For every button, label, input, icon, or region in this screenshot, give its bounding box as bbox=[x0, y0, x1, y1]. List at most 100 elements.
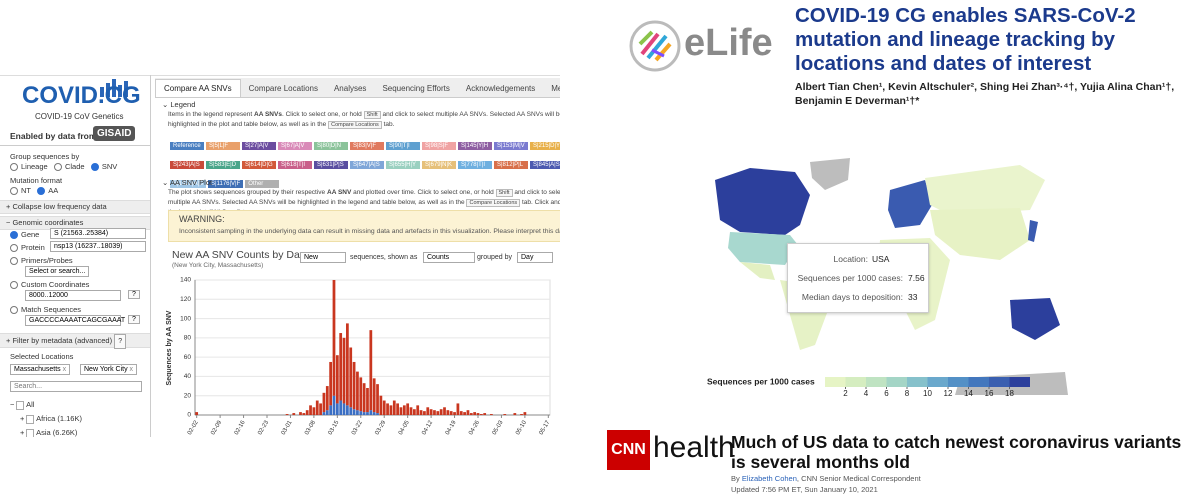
tab[interactable]: Compare AA SNVs bbox=[155, 79, 241, 97]
legend-item[interactable]: S|67|A|V bbox=[278, 142, 312, 150]
bar-segment bbox=[346, 405, 349, 415]
legend-item[interactable]: S|1176|V|F bbox=[208, 180, 244, 188]
bar-segment bbox=[473, 412, 477, 415]
legend-swatch bbox=[948, 377, 969, 387]
legend-item[interactable]: S|80|D|N bbox=[314, 142, 348, 150]
radio[interactable] bbox=[10, 244, 18, 253]
bar-segment bbox=[359, 377, 363, 412]
tree-item[interactable]: − All bbox=[10, 400, 35, 410]
bar-segment bbox=[299, 412, 302, 415]
legend-item[interactable]: S|583|E|D bbox=[206, 161, 240, 169]
bar-segment bbox=[342, 337, 346, 404]
legend-item[interactable]: S|845|A|S bbox=[530, 161, 560, 169]
legend-item[interactable]: S|778|T|I bbox=[458, 161, 492, 169]
radio[interactable] bbox=[10, 306, 18, 315]
bar-segment bbox=[479, 414, 483, 415]
legend-tick-label: 8 bbox=[905, 389, 910, 398]
legend-item[interactable]: S|618|T|I bbox=[278, 161, 312, 169]
tab[interactable]: Analyses bbox=[333, 84, 367, 93]
tree-item[interactable]: + Asia (6.26K) bbox=[20, 428, 78, 437]
help-button[interactable]: ? bbox=[128, 290, 140, 299]
checkbox[interactable] bbox=[26, 429, 35, 437]
tree-item[interactable]: + Africa (1.16K) bbox=[20, 414, 82, 424]
bar-segment bbox=[305, 410, 309, 415]
legend-item[interactable]: Other bbox=[245, 180, 280, 188]
europe bbox=[888, 180, 932, 228]
legend-item[interactable]: S|614|D|G bbox=[242, 161, 276, 169]
legend-item[interactable]: S|153|M|V bbox=[494, 142, 528, 150]
primers-button[interactable]: Select or search... bbox=[25, 266, 90, 277]
bar-segment bbox=[382, 400, 386, 415]
legend-item[interactable]: S|655|H|Y bbox=[386, 161, 420, 169]
tab[interactable]: Methods bbox=[551, 84, 560, 93]
legend-item[interactable]: S|215|D|Y bbox=[530, 142, 560, 150]
x-tick-label: 03-08 bbox=[304, 419, 317, 435]
legend-swatch bbox=[989, 377, 1010, 387]
legend-item[interactable]: S|647|A|S bbox=[350, 161, 384, 169]
bar-segment bbox=[372, 378, 376, 413]
filter-row[interactable]: + Filter by metadata (advanced) ? bbox=[0, 333, 150, 349]
tab-bar: Compare AA SNVs Compare Locations Analyses… bbox=[155, 78, 560, 98]
tree-label: Africa (1.16K) bbox=[36, 414, 82, 423]
custom-input[interactable]: 8000..12000 bbox=[25, 290, 121, 301]
location-chip[interactable]: New York City x bbox=[80, 364, 138, 375]
legend-swatch bbox=[825, 377, 846, 387]
chip-close[interactable]: x bbox=[62, 366, 67, 373]
radio[interactable] bbox=[10, 231, 18, 240]
bar-segment bbox=[335, 355, 339, 404]
protein-select[interactable]: nsp13 (16237..18039) bbox=[50, 241, 146, 252]
legend-swatch bbox=[907, 377, 928, 387]
radio[interactable] bbox=[53, 163, 62, 172]
radio[interactable] bbox=[10, 257, 18, 266]
bar-segment bbox=[426, 407, 430, 415]
legend-item[interactable]: S|83|V|F bbox=[350, 142, 384, 150]
tab[interactable]: Sequencing Efforts bbox=[382, 84, 450, 93]
legend-item[interactable]: S|27|A|V bbox=[242, 142, 276, 150]
match-input[interactable]: GACCCCAAAATCAGCGAAAT bbox=[25, 315, 125, 326]
gisaid-badge[interactable]: GISAID bbox=[93, 126, 136, 141]
checkbox[interactable] bbox=[16, 401, 25, 410]
radio[interactable] bbox=[10, 163, 18, 172]
radio[interactable] bbox=[10, 187, 18, 196]
legend-item[interactable]: S|90|T|I bbox=[386, 142, 420, 150]
legend-header[interactable]: ⌄ Legend bbox=[162, 100, 196, 109]
gene-select[interactable]: S (21563..25384) bbox=[50, 228, 146, 239]
select-counts[interactable]: Counts bbox=[423, 252, 475, 263]
button[interactable]: Compare Locations bbox=[328, 121, 382, 129]
filter-label: Filter by metadata (advanced) bbox=[12, 336, 113, 345]
select-day[interactable]: Day bbox=[517, 252, 553, 263]
location-chip[interactable]: Massachusetts x bbox=[10, 364, 71, 375]
button[interactable]: Compare Locations bbox=[466, 199, 521, 207]
author-link[interactable]: Elizabeth Cohen bbox=[741, 474, 797, 483]
bar-segment bbox=[369, 410, 373, 415]
collapse-row[interactable]: + Collapse low frequency data bbox=[0, 200, 150, 214]
help-button[interactable]: ? bbox=[114, 334, 127, 349]
legend-item[interactable]: S|243|A|S bbox=[170, 161, 204, 169]
legend-item[interactable]: S|679|N|K bbox=[422, 161, 456, 169]
legend-item[interactable]: S|812|P|L bbox=[494, 161, 528, 169]
legend-item[interactable]: S|1020|A|S bbox=[170, 180, 207, 188]
radio[interactable] bbox=[90, 163, 99, 172]
tab[interactable]: Acknowledgements bbox=[465, 84, 536, 93]
tab[interactable]: Compare Locations bbox=[248, 84, 318, 93]
search-input[interactable]: Search... bbox=[10, 381, 142, 392]
bar-segment bbox=[329, 405, 333, 415]
x-tick-label: 02-09 bbox=[210, 419, 223, 435]
help-button[interactable]: ? bbox=[128, 315, 140, 324]
legend-item[interactable]: S|631|P|S bbox=[314, 161, 348, 169]
legend-item[interactable]: S|98|S|F bbox=[422, 142, 456, 150]
updated: Updated 7:56 PM ET, Sun January 10, 2021 bbox=[731, 485, 878, 494]
bar-segment bbox=[443, 407, 446, 415]
bar-segment bbox=[349, 407, 353, 415]
bar-segment bbox=[319, 403, 322, 415]
radio[interactable] bbox=[10, 281, 18, 290]
plot-header[interactable]: ⌄ AA SNV Plot bbox=[162, 178, 213, 187]
legend-item[interactable]: S|5|L|F bbox=[206, 142, 240, 150]
checkbox[interactable] bbox=[26, 415, 35, 424]
legend-item[interactable]: Reference bbox=[170, 142, 204, 150]
y-axis-label: Sequences by AA SNV bbox=[166, 310, 173, 385]
chip-close[interactable]: x bbox=[129, 366, 134, 373]
radio[interactable] bbox=[37, 187, 46, 196]
legend-item[interactable]: S|145|Y|H bbox=[458, 142, 492, 150]
select-new[interactable]: New bbox=[300, 252, 346, 263]
